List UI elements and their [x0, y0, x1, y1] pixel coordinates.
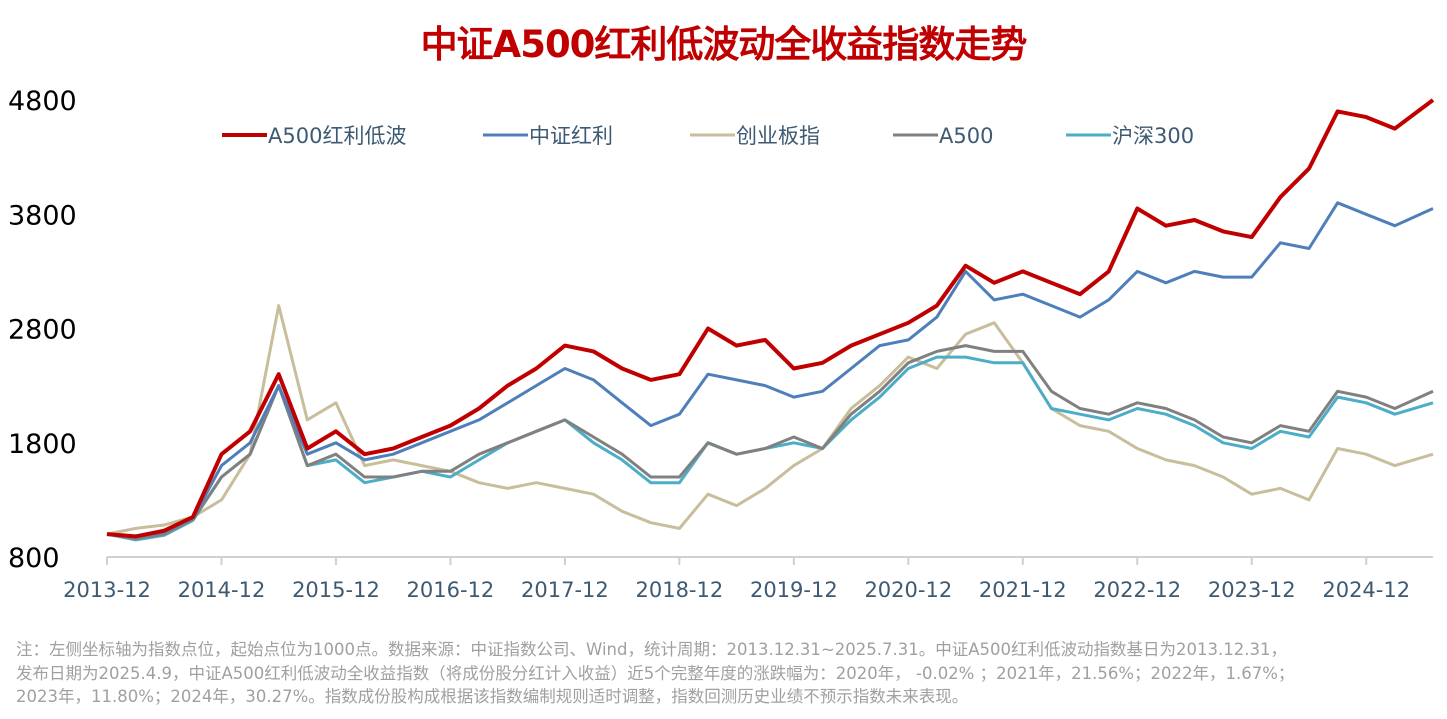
footnote-line: 发布日期为2025.4.9，中证A500红利低波动全收益指数（将成份股分红计入收… [16, 663, 1295, 683]
footnote: 注：左侧坐标轴为指数点位，起始点位为1000点。数据来源：中证指数公司、Wind… [16, 638, 1436, 709]
legend-label: 沪深300 [1112, 124, 1194, 148]
x-tick-label: 2013-12 [63, 578, 151, 602]
legend-item: A500红利低波 [222, 124, 406, 148]
footnote-line: 2023年，11.80%；2024年，30.27%。指数成份股构成根据该指数编制… [16, 687, 969, 706]
legend-label: 中证红利 [529, 124, 613, 148]
legend-item: A500 [893, 124, 993, 148]
legend-label: 创业板指 [736, 124, 820, 148]
x-tick-label: 2015-12 [292, 578, 380, 602]
x-tick-label: 2018-12 [635, 578, 723, 602]
y-tick-label: 2800 [8, 315, 77, 346]
series-line-1 [106, 201, 1434, 539]
legend-item: 中证红利 [483, 124, 613, 148]
y-tick-label: 1800 [8, 429, 77, 460]
legend-item: 创业板指 [690, 124, 820, 148]
x-tick-label: 2017-12 [521, 578, 609, 602]
y-tick-label: 800 [8, 543, 60, 574]
legend-item: 沪深300 [1066, 124, 1194, 148]
x-tick-label: 2014-12 [178, 578, 266, 602]
chart-title: 中证A500红利低波动全收益指数走势 [420, 23, 1028, 66]
x-tick-label: 2021-12 [979, 578, 1067, 602]
x-tick-label: 2023-12 [1208, 578, 1296, 602]
legend-label: A500 [939, 124, 993, 148]
x-tick-label: 2016-12 [407, 578, 495, 602]
series-line-0 [106, 98, 1435, 539]
x-tick-label: 2019-12 [750, 578, 838, 602]
series-line-3 [106, 344, 1434, 541]
x-tick-label: 2022-12 [1093, 578, 1181, 602]
legend-label: A500红利低波 [268, 124, 406, 148]
footnote-line: 注：左侧坐标轴为指数点位，起始点位为1000点。数据来源：中证指数公司、Wind… [16, 640, 1287, 659]
y-tick-label: 4800 [8, 86, 77, 117]
y-tick-label: 3800 [8, 200, 77, 231]
series-line-2 [106, 304, 1434, 536]
line-chart: 2013-12 2014-12 2015-12 2016-12 2017-12 2018-… [8, 86, 1435, 602]
x-tick-label: 2024-12 [1322, 578, 1410, 602]
x-tick-label: 2020-12 [864, 578, 952, 602]
